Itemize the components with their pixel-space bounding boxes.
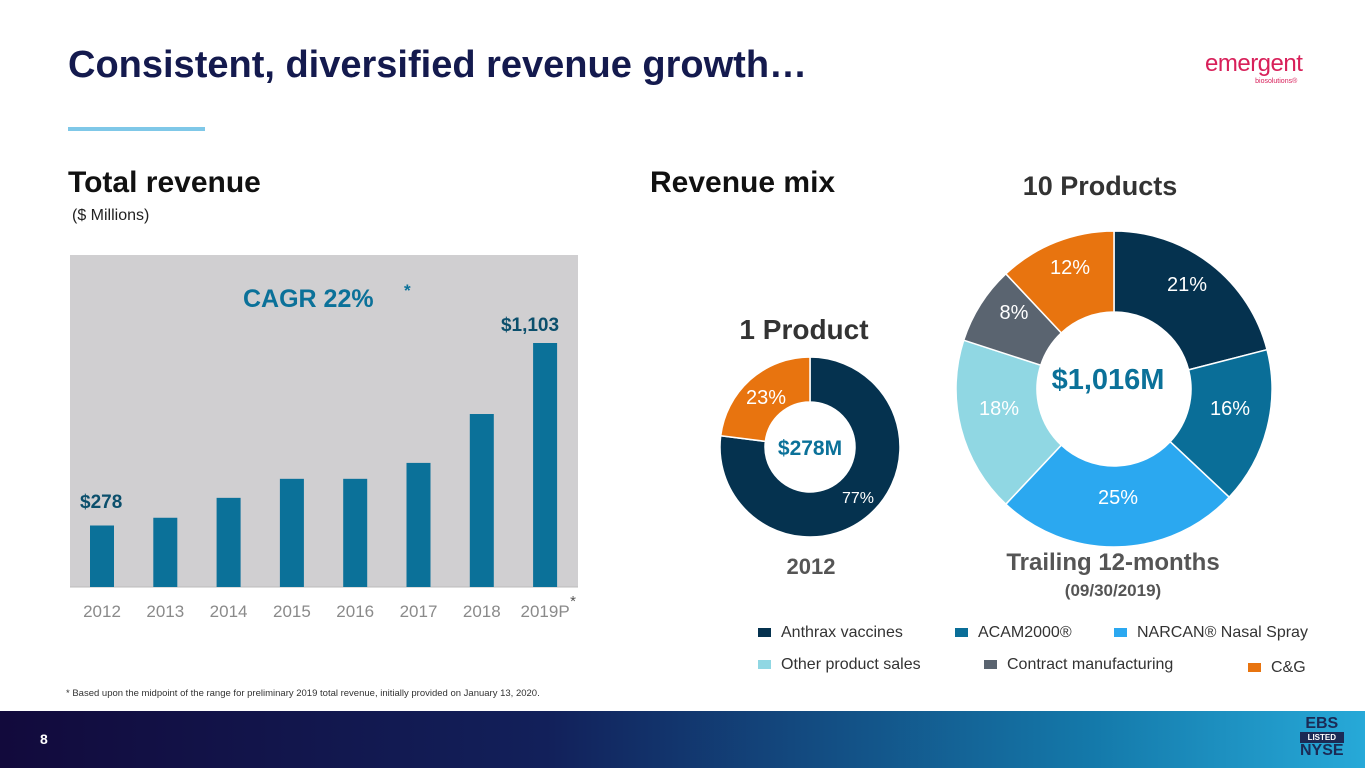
legend-swatch xyxy=(955,628,968,637)
chart-caption: 2012 xyxy=(787,554,836,579)
data-label: $1,103 xyxy=(501,315,559,336)
legend-swatch xyxy=(758,660,771,669)
slice-label: 23% xyxy=(746,387,786,409)
x-tick-label: 2017 xyxy=(400,602,438,621)
legend-label: Contract manufacturing xyxy=(1007,656,1174,673)
slice-label: 25% xyxy=(1098,487,1138,509)
legend-item: Anthrax vaccines xyxy=(758,624,903,642)
units-label: ($ Millions) xyxy=(72,207,150,224)
x-tick-label: 2013 xyxy=(146,602,184,621)
legend-swatch xyxy=(1248,663,1261,672)
title-accent-line xyxy=(68,127,205,131)
x-tick-label: 2019P xyxy=(521,602,570,621)
legend-label: Anthrax vaccines xyxy=(781,624,903,641)
legend-item: C&G xyxy=(1248,659,1306,677)
bar-2019P xyxy=(533,343,558,587)
bar-2016 xyxy=(343,478,368,587)
slice-anthrax-vaccines xyxy=(1113,230,1268,371)
legend-item: ACAM2000® xyxy=(955,624,1072,642)
legend-item: NARCAN® Nasal Spray xyxy=(1114,624,1308,642)
footer-bar xyxy=(0,711,1365,768)
legend-swatch xyxy=(984,660,997,669)
legend-item: Contract manufacturing xyxy=(984,656,1173,674)
cagr-label: CAGR 22% xyxy=(243,285,374,313)
cagr-footnote-mark: * xyxy=(404,281,411,300)
slice-narcan-nasal-spray xyxy=(1004,440,1231,548)
chart-caption: 1 Product xyxy=(739,314,868,345)
slice-label: 18% xyxy=(979,398,1019,420)
chart-caption: 10 Products xyxy=(1023,171,1178,201)
slice-anthrax-vaccines xyxy=(719,356,901,538)
revenue-mix-heading: Revenue mix xyxy=(650,166,836,199)
slice-label: 21% xyxy=(1167,274,1207,296)
bar-2018 xyxy=(469,414,494,587)
bar-2017 xyxy=(406,462,431,587)
emergent-logo: emergent biosolutions® xyxy=(1205,50,1303,85)
x-tick-label: 2016 xyxy=(336,602,374,621)
center-label: $278M xyxy=(778,437,842,460)
legend-label: NARCAN® Nasal Spray xyxy=(1137,624,1308,641)
center-label: $1,016M xyxy=(1052,364,1165,396)
footnote: * Based upon the midpoint of the range f… xyxy=(66,688,540,699)
legend-item: Other product sales xyxy=(758,656,921,674)
tick-footnote-mark: * xyxy=(570,593,576,610)
chart-caption: (09/30/2019) xyxy=(1065,581,1161,600)
slice-label: 77% xyxy=(842,490,874,507)
slice-label: 12% xyxy=(1050,257,1090,279)
slice-other-product-sales xyxy=(955,339,1063,506)
legend-swatch xyxy=(758,628,771,637)
slice-label: 8% xyxy=(1000,302,1029,324)
page-title: Consistent, diversified revenue growth… xyxy=(68,44,808,86)
bar-2015 xyxy=(279,478,304,587)
legend-swatch xyxy=(1114,628,1127,637)
legend-label: ACAM2000® xyxy=(978,624,1072,641)
page-number: 8 xyxy=(40,731,48,747)
x-tick-label: 2015 xyxy=(273,602,311,621)
bar-2012 xyxy=(90,525,114,587)
bar-2014 xyxy=(216,497,241,587)
data-label: $278 xyxy=(80,492,122,513)
bar-2013 xyxy=(153,517,178,587)
slice-c-g xyxy=(1004,230,1115,334)
total-revenue-heading: Total revenue xyxy=(68,166,261,199)
legend-label: Other product sales xyxy=(781,656,921,673)
slice-c-g xyxy=(719,356,811,443)
slice-acam2000- xyxy=(1169,348,1273,499)
x-tick-label: 2018 xyxy=(463,602,501,621)
x-tick-label: 2012 xyxy=(83,602,121,621)
slice-label: 16% xyxy=(1210,398,1250,420)
nyse-badge: EBS LISTED NYSE xyxy=(1300,715,1344,759)
x-tick-label: 2014 xyxy=(210,602,248,621)
chart-caption: Trailing 12-months xyxy=(1006,549,1219,576)
legend-label: C&G xyxy=(1271,659,1306,676)
